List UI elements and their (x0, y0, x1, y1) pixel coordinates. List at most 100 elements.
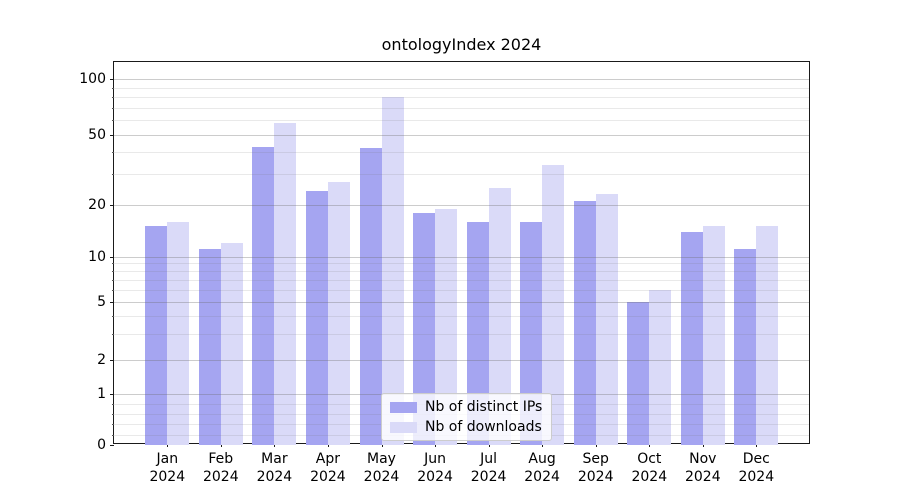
y-minor-tick-mark-7 (112, 279, 114, 281)
y-tick-label-0: 0 (97, 437, 106, 453)
y-minor-tick-mark-4 (112, 316, 114, 318)
y-minor-tick-mark-0.6 (112, 414, 114, 416)
x-tick-label-nov: Nov 2024 (673, 450, 733, 486)
gridline-major-20 (114, 205, 809, 206)
y-tick-label-10: 10 (88, 248, 106, 265)
x-tick-mark-nov (702, 443, 704, 447)
bar-downloads-may (381, 97, 404, 445)
bar-distinct-ips-aug (520, 221, 543, 445)
bar-distinct-ips-oct (627, 302, 650, 445)
bar-distinct-ips-feb (198, 249, 221, 445)
bar-distinct-ips-may (359, 148, 382, 445)
y-minor-tick-mark-40 (112, 152, 114, 153)
x-tick-label-mar: Mar 2024 (244, 450, 304, 486)
x-tick-label-year: 2024 (738, 469, 775, 485)
x-tick-label-year: 2024 (202, 469, 239, 485)
chart-title: ontologyIndex 2024 (381, 35, 542, 54)
x-tick-label-year: 2024 (524, 469, 560, 485)
x-tick-label-year: 2024 (417, 469, 453, 485)
bar-distinct-ips-jul (466, 221, 489, 445)
legend-label-distinct-ips: Nb of distinct IPs (425, 399, 543, 415)
legend-entry-distinct-ips: Nb of distinct IPs (390, 399, 542, 415)
x-tick-label-may: May 2024 (352, 450, 412, 486)
y-tick-label-5: 5 (97, 294, 106, 310)
x-tick-mark-jan (167, 443, 169, 447)
y-tick-mark-50 (110, 135, 114, 136)
y-minor-tick-mark-90 (112, 87, 114, 89)
gridline-minor-60 (114, 120, 809, 122)
bar-distinct-ips-mar (252, 146, 275, 445)
plot-area: 0 1 2 5 10 20 50 100 Jan 2024 Feb 2024 Mar 2024 Apr 20… (79, 61, 810, 485)
gridline-minor-30 (114, 174, 809, 175)
x-tick-label-jan: Jan 2024 (137, 450, 197, 486)
bar-distinct-ips-apr (305, 191, 328, 445)
y-tick-mark-100 (110, 79, 114, 80)
x-tick-label-oct: Oct 2024 (619, 450, 679, 486)
y-minor-tick-mark-8 (112, 271, 114, 273)
legend-swatch-distinct-ips (390, 401, 417, 413)
bar-downloads-aug (542, 164, 565, 445)
x-tick-label-year: 2024 (149, 469, 186, 485)
x-tick-mark-feb (220, 443, 222, 447)
x-tick-label-sep: Sep 2024 (566, 450, 626, 486)
y-tick-label-20: 20 (88, 197, 106, 213)
gridline-minor-80 (114, 97, 809, 98)
legend: Nb of distinct IPs Nb of downloads (381, 393, 553, 441)
gridline-major-50 (114, 135, 809, 136)
y-tick-mark-0 (110, 445, 114, 446)
bar-downloads-apr (327, 182, 350, 445)
x-tick-mark-oct (649, 443, 651, 447)
x-tick-label-year: 2024 (256, 469, 293, 485)
x-tick-mark-jul (488, 443, 490, 447)
gridline-minor-90 (114, 87, 809, 89)
x-tick-label-aug: Aug 2024 (512, 450, 572, 486)
bar-downloads-mar (274, 123, 297, 445)
y-minor-tick-mark-60 (112, 120, 114, 122)
bar-distinct-ips-jun (413, 212, 436, 445)
x-tick-label-year: 2024 (684, 469, 721, 485)
legend-entry-downloads: Nb of downloads (390, 419, 542, 435)
y-tick-label-50: 50 (88, 127, 106, 143)
bar-downloads-jun (435, 208, 458, 445)
y-minor-tick-mark-0.2 (112, 434, 114, 436)
y-minor-tick-mark-80 (112, 97, 114, 98)
bar-downloads-oct (649, 290, 672, 445)
x-tick-label-apr: Apr 2024 (298, 450, 358, 486)
bar-distinct-ips-jan (145, 226, 168, 445)
y-minor-tick-mark-3 (112, 334, 114, 336)
x-tick-label-feb: Feb 2024 (191, 450, 251, 486)
x-tick-mark-apr (327, 443, 329, 447)
x-tick-label-year: 2024 (310, 469, 346, 485)
x-tick-mark-mar (274, 443, 276, 447)
y-minor-tick-mark-6 (112, 290, 114, 291)
y-tick-label-1: 1 (97, 385, 106, 402)
legend-swatch-downloads (390, 421, 417, 433)
x-tick-mark-dec (756, 443, 758, 447)
legend-label-downloads: Nb of downloads (425, 419, 542, 435)
x-tick-label-dec: Dec 2024 (726, 450, 786, 486)
y-tick-label-100: 100 (79, 71, 106, 87)
y-minor-tick-mark-70 (112, 107, 114, 109)
bar-downloads-jan (167, 221, 190, 445)
y-tick-mark-5 (110, 302, 114, 303)
y-minor-tick-mark-0.4 (112, 424, 114, 426)
bar-downloads-nov (702, 226, 725, 445)
bar-downloads-dec (756, 226, 779, 445)
y-tick-mark-2 (110, 360, 114, 361)
y-tick-mark-20 (110, 205, 114, 206)
y-minor-tick-mark-0.8 (112, 403, 114, 405)
y-tick-mark-10 (110, 256, 114, 258)
x-tick-mark-may (381, 443, 383, 447)
bar-downloads-feb (220, 242, 243, 445)
bar-distinct-ips-sep (573, 201, 596, 445)
y-minor-tick-mark-30 (112, 174, 114, 175)
x-tick-label-year: 2024 (470, 469, 507, 485)
y-minor-tick-mark-9 (112, 263, 114, 265)
x-tick-label-jun: Jun 2024 (405, 450, 465, 486)
x-tick-mark-jun (435, 443, 437, 447)
x-tick-mark-aug (542, 443, 544, 447)
x-tick-label-year: 2024 (577, 469, 614, 485)
gridline-minor-70 (114, 107, 809, 109)
bar-distinct-ips-dec (734, 249, 757, 445)
